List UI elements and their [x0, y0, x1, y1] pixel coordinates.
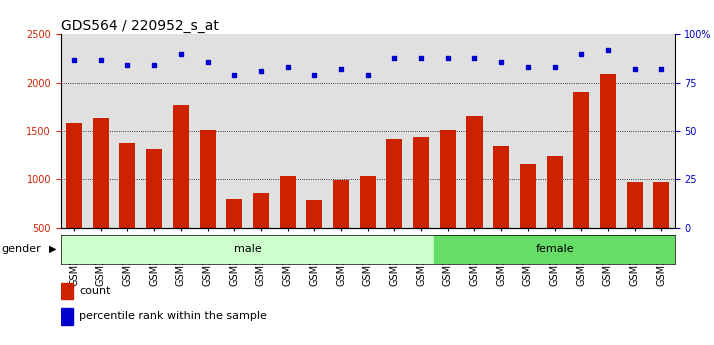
Bar	[493, 146, 509, 228]
Bar	[434, 235, 675, 264]
Bar	[520, 164, 536, 228]
Text: male: male	[233, 244, 261, 254]
Bar	[547, 156, 563, 228]
Bar	[146, 149, 162, 228]
Text: GDS564 / 220952_s_at: GDS564 / 220952_s_at	[61, 19, 218, 33]
Bar	[386, 139, 403, 228]
Bar	[627, 182, 643, 228]
Bar	[573, 92, 589, 228]
Text: female: female	[536, 244, 574, 254]
Text: gender: gender	[1, 244, 41, 254]
Text: ▶: ▶	[49, 244, 56, 254]
Bar	[226, 199, 242, 228]
Bar	[413, 137, 429, 228]
Bar	[61, 308, 73, 325]
Bar	[66, 124, 82, 228]
Bar	[253, 194, 269, 228]
Bar	[333, 180, 349, 228]
Bar	[280, 176, 296, 228]
Text: count: count	[79, 286, 111, 296]
Bar	[306, 200, 322, 228]
Text: percentile rank within the sample: percentile rank within the sample	[79, 311, 267, 321]
Bar	[119, 143, 136, 228]
Bar	[61, 235, 434, 264]
Bar	[440, 130, 456, 228]
Bar	[653, 182, 670, 228]
Bar	[600, 74, 616, 228]
Bar	[466, 116, 483, 228]
Bar	[360, 176, 376, 228]
Bar	[93, 118, 109, 228]
Bar	[61, 283, 73, 299]
Bar	[199, 130, 216, 228]
Bar	[173, 105, 188, 228]
